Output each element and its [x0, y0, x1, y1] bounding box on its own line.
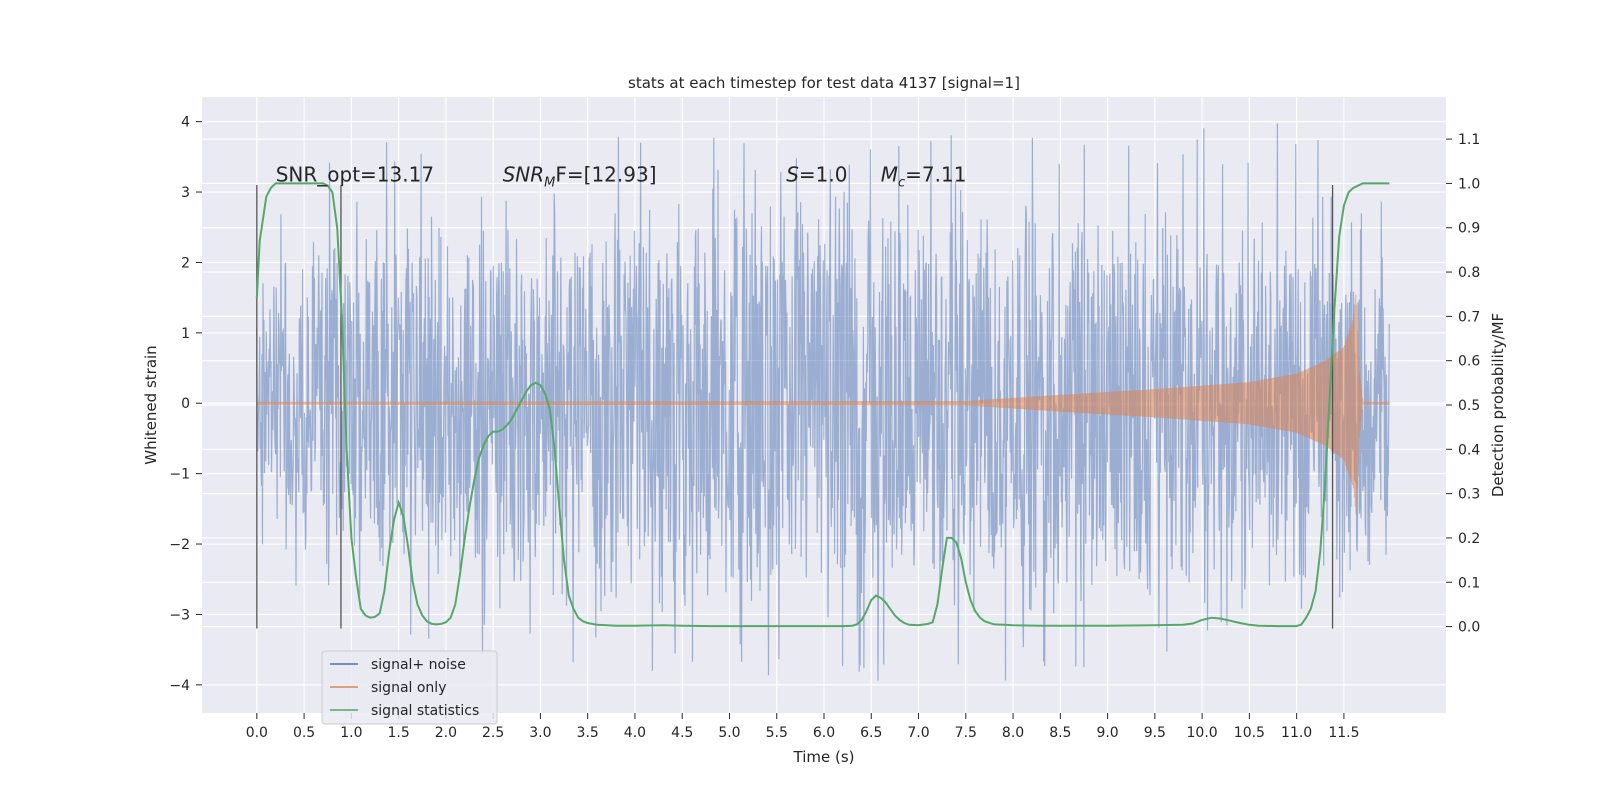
x-tick-label: 7.5: [955, 725, 977, 741]
annotation-subscript: M: [544, 175, 555, 190]
annotations: SNR_opt=13.17 SNRMF=[12.93] S=1.0 Mc=7.11: [276, 162, 967, 190]
y-tick-label: −1: [169, 467, 190, 483]
legend: signal+ noise signal only signal statist…: [321, 650, 498, 725]
annotation-2: S=1.0: [786, 162, 847, 186]
x-tick-label: 9.0: [1096, 725, 1118, 741]
series-signal-only: [256, 294, 1390, 515]
x-tick-label: 6.5: [860, 725, 882, 741]
annotation-main: SNR: [503, 162, 545, 186]
annotation-1: SNRMF=[12.93]: [503, 162, 657, 190]
x-tick-label: 1.0: [340, 725, 362, 741]
x-tick-label: 10.5: [1234, 725, 1265, 741]
right-y-tick-label: 0.5: [1458, 398, 1480, 414]
legend-label-signal-plus-noise: signal+ noise: [371, 657, 466, 673]
x-tick-label: 8.0: [1002, 725, 1024, 741]
y-tick-label: 1: [181, 326, 190, 342]
right-y-tick-label: 0.8: [1458, 265, 1480, 281]
annotation-rest: F=[12.93]: [555, 162, 656, 186]
x-tick-label: 1.5: [387, 725, 409, 741]
x-axis-ticks: 0.0 0.5 1.0 1.5 2.0 2.5 3.0 3.5 4.0 4.5 5.0 5.5 6.0 6…: [246, 713, 1359, 741]
annotation-subscript: c: [898, 175, 905, 190]
right-y-tick-label: 0.0: [1458, 620, 1480, 636]
annotation-3: Mc=7.11: [881, 162, 967, 190]
y-tick-label: −4: [169, 678, 190, 694]
right-y-tick-label: 0.6: [1458, 354, 1480, 370]
legend-label-signal-statistics: signal statistics: [371, 703, 479, 719]
x-tick-label: 5.5: [766, 725, 788, 741]
x-tick-label: 5.0: [718, 725, 740, 741]
right-y-tick-label: 1.0: [1458, 176, 1480, 192]
right-y-tick-label: 0.2: [1458, 531, 1480, 547]
legend-label-signal-only: signal only: [371, 680, 446, 696]
right-y-axis-label: Detection probability/MF: [1489, 313, 1507, 497]
x-tick-label: 4.5: [671, 725, 693, 741]
x-tick-label: 8.5: [1049, 725, 1071, 741]
x-tick-label: 3.0: [529, 725, 551, 741]
series-signal-plus-noise: [256, 123, 1390, 681]
x-tick-label: 10.0: [1187, 725, 1218, 741]
chirp-line: [256, 294, 1390, 515]
x-tick-label: 0.0: [246, 725, 268, 741]
x-tick-label: 6.0: [813, 725, 835, 741]
chart-title: stats at each timestep for test data 413…: [628, 74, 1020, 92]
vertical-markers: [256, 185, 1334, 629]
y-axis-ticks: −4 −3 −2 −1 0 1 2 3 4: [169, 115, 202, 694]
annotation-main: S: [786, 162, 799, 186]
x-tick-label: 4.0: [624, 725, 646, 741]
x-tick-label: 0.5: [293, 725, 315, 741]
right-y-tick-label: 0.7: [1458, 309, 1480, 325]
y-tick-label: 0: [181, 396, 190, 412]
y-axis-label: Whitened strain: [142, 345, 160, 464]
annotation-rest: =1.0: [799, 162, 848, 186]
x-tick-label: 3.5: [577, 725, 599, 741]
legend-box: [321, 650, 498, 725]
y-tick-label: 3: [181, 185, 190, 201]
annotation-main: M: [881, 162, 898, 186]
x-tick-label: 2.0: [435, 725, 457, 741]
right-y-tick-label: 0.4: [1458, 442, 1480, 458]
right-y-tick-label: 1.1: [1458, 132, 1480, 148]
right-y-axis-ticks: 0.0 0.1 0.2 0.3 0.4 0.5 0.6 0.7 0.8 0.9 1.0 1.1: [1446, 132, 1480, 636]
x-axis-label: Time (s): [793, 748, 855, 766]
right-y-tick-label: 0.9: [1458, 221, 1480, 237]
x-tick-label: 11.0: [1281, 725, 1312, 741]
annotation-0: SNR_opt=13.17: [276, 162, 434, 186]
y-tick-label: 2: [181, 255, 190, 271]
y-tick-label: −3: [169, 607, 190, 623]
y-tick-label: −2: [169, 537, 190, 553]
right-y-tick-label: 0.3: [1458, 487, 1480, 503]
noise-line: [256, 123, 1390, 681]
y-tick-label: 4: [181, 115, 190, 131]
x-tick-label: 11.5: [1328, 725, 1359, 741]
statistics-line: [255, 182, 1390, 628]
x-tick-label: 2.5: [482, 725, 504, 741]
x-tick-label: 9.5: [1144, 725, 1166, 741]
right-y-tick-label: 0.1: [1458, 575, 1480, 591]
annotation-rest: =7.11: [905, 162, 966, 186]
series-signal-statistics: [255, 182, 1390, 628]
x-tick-label: 7.0: [907, 725, 929, 741]
